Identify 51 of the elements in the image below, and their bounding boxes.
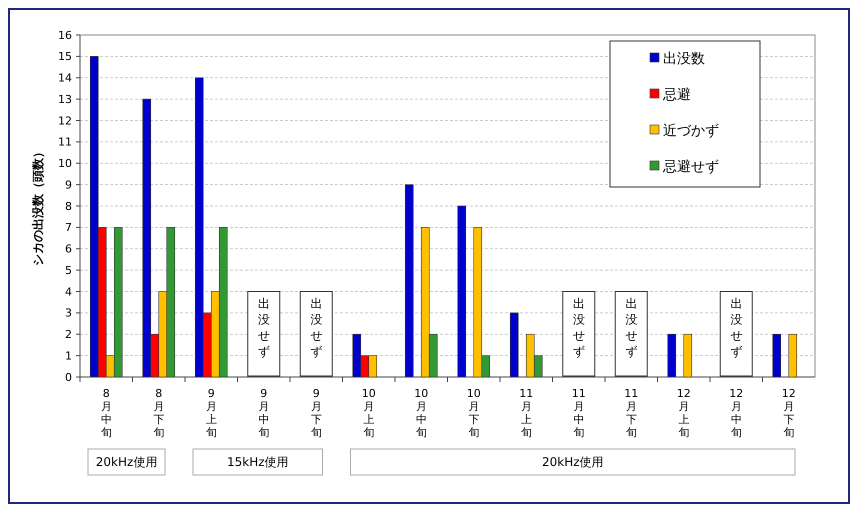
y-tick-label: 15 <box>58 50 72 64</box>
x-tick-label: 9月上旬 <box>206 387 217 439</box>
y-tick-label: 12 <box>58 114 72 128</box>
y-tick-label: 5 <box>65 264 72 277</box>
bar <box>683 334 692 378</box>
x-tick-label: 12月下旬 <box>782 387 796 439</box>
annotation: 出没せず <box>572 296 585 358</box>
x-tick-label: 8月中旬 <box>100 387 112 439</box>
y-tick-label: 0 <box>65 370 72 384</box>
y-tick-label: 14 <box>58 72 72 85</box>
x-tick-label: 12月上旬 <box>676 387 691 439</box>
y-tick-label: 4 <box>65 285 72 298</box>
legend-label: 忌避せず <box>662 158 719 175</box>
annotation: 出没せず <box>625 296 638 358</box>
bar <box>510 312 519 378</box>
y-tick-label: 1 <box>65 349 72 362</box>
legend-label: 出没数 <box>663 50 705 67</box>
y-tick-label: 6 <box>65 242 72 256</box>
bar <box>788 334 798 378</box>
annotation: 出没せず <box>258 296 270 358</box>
y-tick-label: 16 <box>58 28 72 42</box>
x-tick-label: 9月下旬 <box>310 387 322 439</box>
x-tick-label: 11月上旬 <box>519 387 534 439</box>
y-tick-label: 13 <box>58 92 72 106</box>
x-tick-label: 9月中旬 <box>258 387 270 439</box>
x-tick-label: 10月下旬 <box>466 387 481 439</box>
x-tick-label: 10月中旬 <box>414 387 428 439</box>
x-tick-label: 8月下旬 <box>153 387 164 439</box>
y-tick-label: 2 <box>65 328 72 342</box>
y-tick-label: 9 <box>65 178 72 192</box>
annotation: 出没せず <box>310 296 322 358</box>
bar <box>404 184 414 378</box>
x-tick-label: 12月中旬 <box>729 387 744 439</box>
text: 20kHz使用 <box>96 455 158 470</box>
y-tick-label: 10 <box>58 157 72 170</box>
bar <box>667 334 676 378</box>
x-tick-label: 10月上旬 <box>362 387 376 439</box>
y-tick-label: 8 <box>65 200 72 213</box>
text: 15kHz使用 <box>226 455 289 470</box>
bar <box>772 334 782 378</box>
legend-label: 近づかず <box>663 122 719 139</box>
y-tick-label: 7 <box>65 221 72 234</box>
x-tick-label: 11月下旬 <box>624 387 638 439</box>
annotation: 出没せず <box>730 296 742 358</box>
y-axis-title: シカの出没数（頭数） <box>31 146 45 266</box>
y-tick-label: 3 <box>65 306 72 320</box>
x-tick-label: 11月中旬 <box>572 387 586 439</box>
legend-label: 忌避 <box>662 86 691 103</box>
text: 20kHz使用 <box>542 455 604 470</box>
y-tick-label: 11 <box>58 136 72 149</box>
bar <box>457 206 466 378</box>
